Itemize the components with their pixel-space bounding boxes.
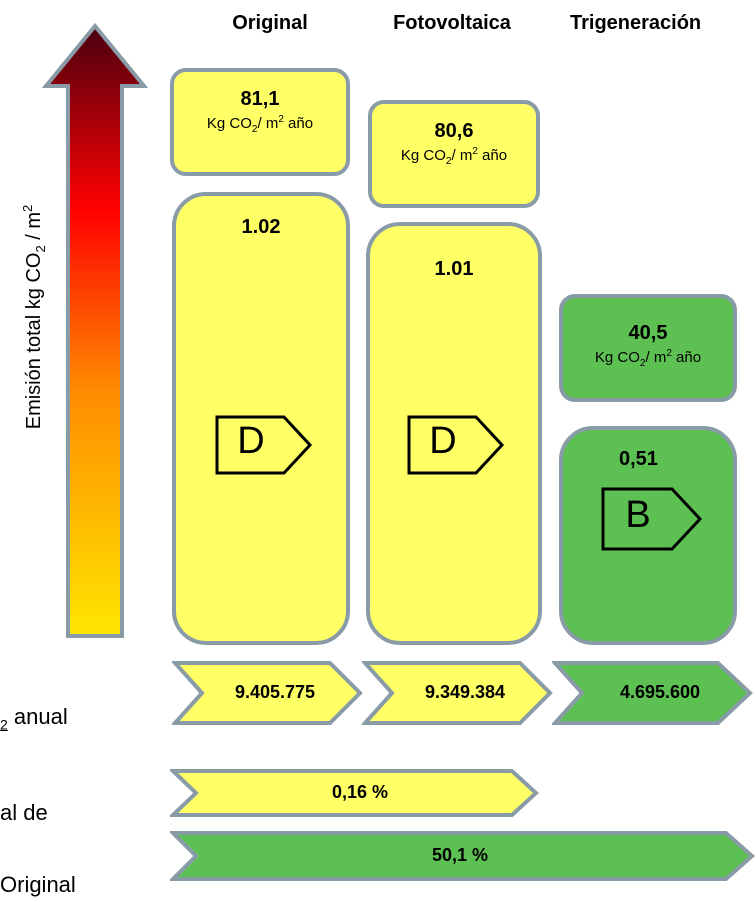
- reduction-arrow-trigeneracion: [170, 831, 756, 881]
- emission-box-original: 81,1 Kg CO2/ m2 año: [170, 68, 350, 176]
- ratio-box-fotovoltaica: 1.01: [366, 222, 542, 645]
- ratio-box-trigeneracion: 0,51: [559, 426, 737, 645]
- annual-value-trigeneracion: 4.695.600: [619, 682, 701, 702]
- energy-class-letter-fotovoltaica: D: [429, 420, 457, 462]
- annual-label: 2 anual: [0, 704, 68, 733]
- emission-box-trigeneracion: 40,5 Kg CO2/ m2 año: [559, 294, 737, 402]
- energy-class-badge-trigeneracion: [601, 487, 703, 551]
- reduction-value-trigeneracion: 50,1 %: [431, 845, 489, 865]
- energy-class-letter-trigeneracion: B: [625, 494, 651, 536]
- emission-box-fotovoltaica: 80,6 Kg CO2/ m2 año: [368, 100, 540, 208]
- annual-chevron-fotovoltaica: [362, 661, 553, 725]
- reduction-arrow-fotovoltaica: [170, 769, 539, 817]
- annual-value-fotovoltaica: 9.349.384: [424, 682, 506, 702]
- annual-value-original: 9.405.775: [234, 682, 316, 702]
- reduction-value-fotovoltaica: 0,16 %: [331, 782, 389, 802]
- energy-class-letter-original: D: [237, 420, 265, 462]
- reduction-label-original: Original: [0, 872, 76, 897]
- header-fotovoltaica: Fotovoltaica: [393, 12, 511, 34]
- emission-gradient-arrow: [41, 22, 149, 638]
- energy-class-badge-fotovoltaica: [407, 415, 505, 475]
- annual-chevron-original: [172, 661, 363, 725]
- header-original: Original: [232, 12, 308, 34]
- annual-chevron-trigeneracion: [552, 661, 753, 725]
- energy-class-badge-original: [215, 415, 313, 475]
- reduction-label-line: al de: [0, 800, 48, 825]
- ratio-box-original: 1.02: [172, 192, 350, 645]
- header-trigeneracion: Trigeneración: [570, 12, 702, 34]
